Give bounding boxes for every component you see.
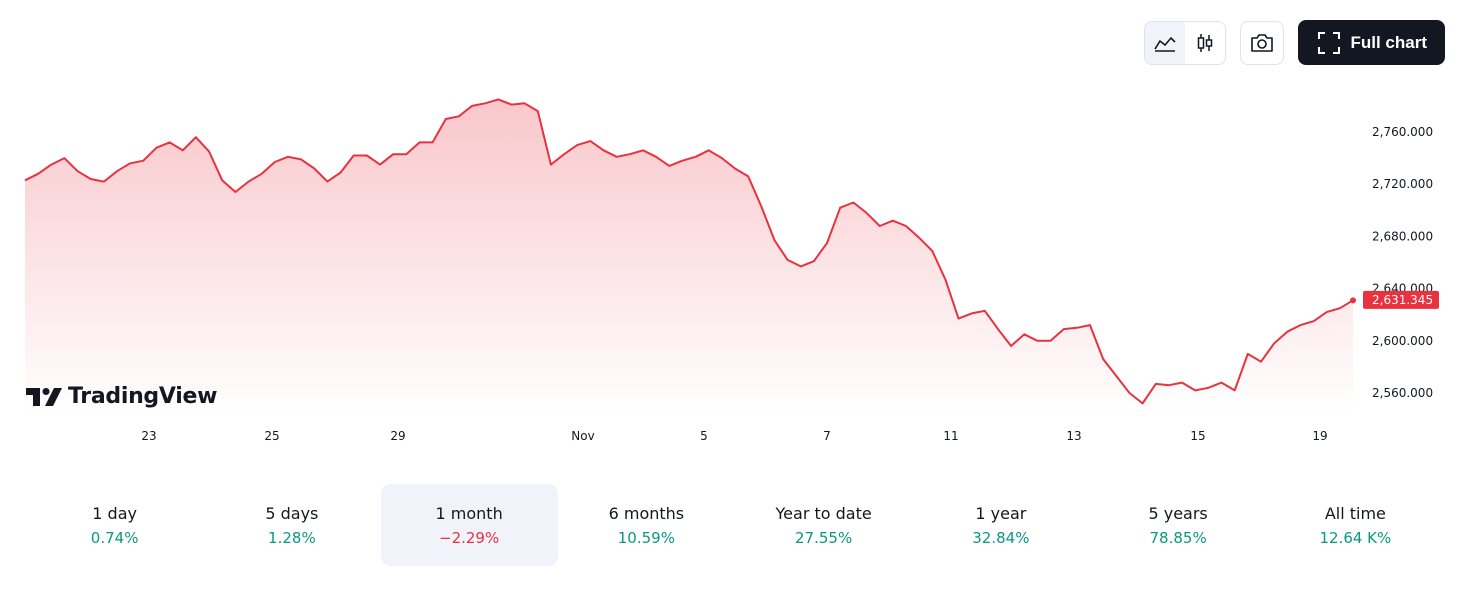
price-chart[interactable]: 2,560.0002,600.0002,640.0002,680.0002,72… <box>0 0 1463 460</box>
period-change-value: −2.29% <box>439 528 500 547</box>
chart-toolbar: Full chart <box>1144 20 1445 65</box>
period-change-value: 10.59% <box>617 528 675 547</box>
x-tick-label: 5 <box>700 429 708 443</box>
candlestick-icon <box>1198 33 1213 52</box>
period-option[interactable]: 1 day 0.74% <box>26 484 203 566</box>
tradingview-logo[interactable]: TradingView <box>26 384 217 409</box>
period-option[interactable]: 6 months 10.59% <box>558 484 735 566</box>
x-tick-label: Nov <box>571 429 594 443</box>
y-tick-label: 2,560.000 <box>1372 386 1433 400</box>
area-chart-icon <box>1154 36 1177 52</box>
period-label: 5 days <box>265 503 319 523</box>
y-axis: 2,560.0002,600.0002,640.0002,680.0002,72… <box>1372 125 1433 400</box>
x-tick-label: 23 <box>141 429 156 443</box>
chart-type-switcher <box>1144 20 1227 65</box>
last-price-dot <box>1350 297 1356 304</box>
price-area-fill <box>25 99 1353 416</box>
x-tick-label: 7 <box>823 429 831 443</box>
period-option[interactable]: All time 12.64 K% <box>1267 484 1444 566</box>
period-option[interactable]: 1 month −2.29% <box>380 484 558 566</box>
period-change-value: 27.55% <box>795 528 853 547</box>
period-change-value: 1.28% <box>268 528 316 547</box>
period-change-value: 32.84% <box>972 528 1030 547</box>
period-label: 1 month <box>435 503 503 523</box>
x-axis: 23 25 29 Nov 5 7 11 13 15 19 <box>141 429 1327 443</box>
period-label: Year to date <box>775 503 872 523</box>
last-price-label: 2,631.345 <box>1372 293 1433 307</box>
period-change-value: 12.64 K% <box>1319 528 1392 547</box>
y-tick-label: 2,600.000 <box>1372 334 1433 348</box>
x-tick-label: 29 <box>390 429 405 443</box>
period-selector: 1 day 0.74% 5 days 1.28% 1 month −2.29% 6 mont… <box>26 484 1444 566</box>
y-tick-label: 2,680.000 <box>1372 229 1433 243</box>
period-label: 5 years <box>1148 503 1208 523</box>
full-chart-button[interactable]: Full chart <box>1298 20 1445 65</box>
period-label: 1 day <box>92 503 137 523</box>
camera-icon <box>1251 33 1274 52</box>
period-change-value: 78.85% <box>1149 528 1207 547</box>
period-label: All time <box>1324 503 1386 523</box>
period-label: 6 months <box>608 503 685 523</box>
y-tick-label: 2,760.000 <box>1372 125 1433 139</box>
period-option[interactable]: Year to date 27.55% <box>735 484 912 566</box>
screenshot-button[interactable] <box>1240 20 1285 65</box>
x-tick-label: 15 <box>1190 429 1205 443</box>
price-line <box>24 98 1354 405</box>
last-price-tag: 2,631.345 <box>1363 290 1439 309</box>
x-tick-label: 19 <box>1312 429 1327 443</box>
x-tick-label: 13 <box>1066 429 1081 443</box>
period-change-value: 0.74% <box>90 528 139 547</box>
y-tick-label: 2,720.000 <box>1372 177 1433 191</box>
tradingview-logo-icon <box>26 387 62 406</box>
x-tick-label: 11 <box>943 429 958 443</box>
logo-text: TradingView <box>68 384 218 409</box>
period-option[interactable]: 5 years 78.85% <box>1090 484 1267 566</box>
period-option[interactable]: 1 year 32.84% <box>912 484 1089 566</box>
period-option[interactable]: 5 days 1.28% <box>203 484 380 566</box>
fullscreen-icon <box>1318 31 1341 54</box>
period-label: 1 year <box>975 503 1027 523</box>
candles-chart-button[interactable] <box>1185 22 1225 64</box>
x-tick-label: 25 <box>264 429 279 443</box>
area-chart-button[interactable] <box>1145 21 1186 64</box>
full-chart-label: Full chart <box>1350 32 1427 52</box>
